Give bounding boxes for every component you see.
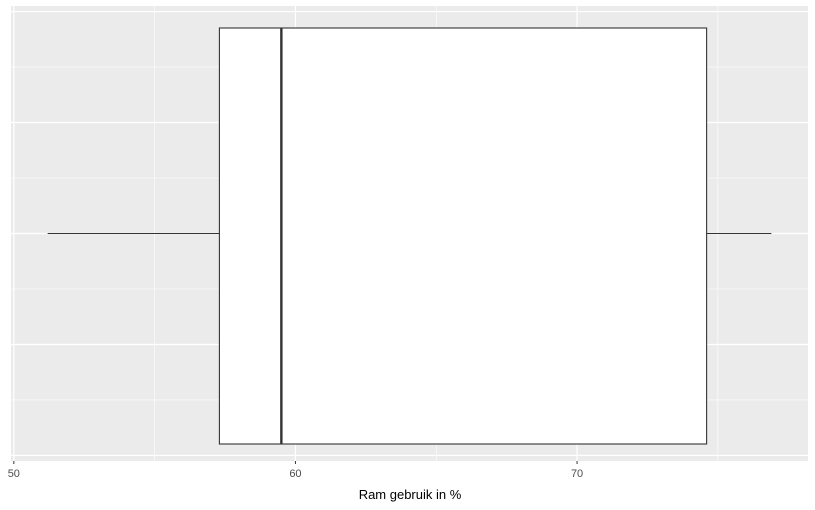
x-tick-label: 60	[289, 468, 301, 480]
x-tick-label: 50	[8, 468, 20, 480]
box-iqr	[218, 27, 708, 445]
x-axis-title: Ram gebruik in %	[359, 487, 462, 502]
x-tick-label: 70	[571, 468, 583, 480]
